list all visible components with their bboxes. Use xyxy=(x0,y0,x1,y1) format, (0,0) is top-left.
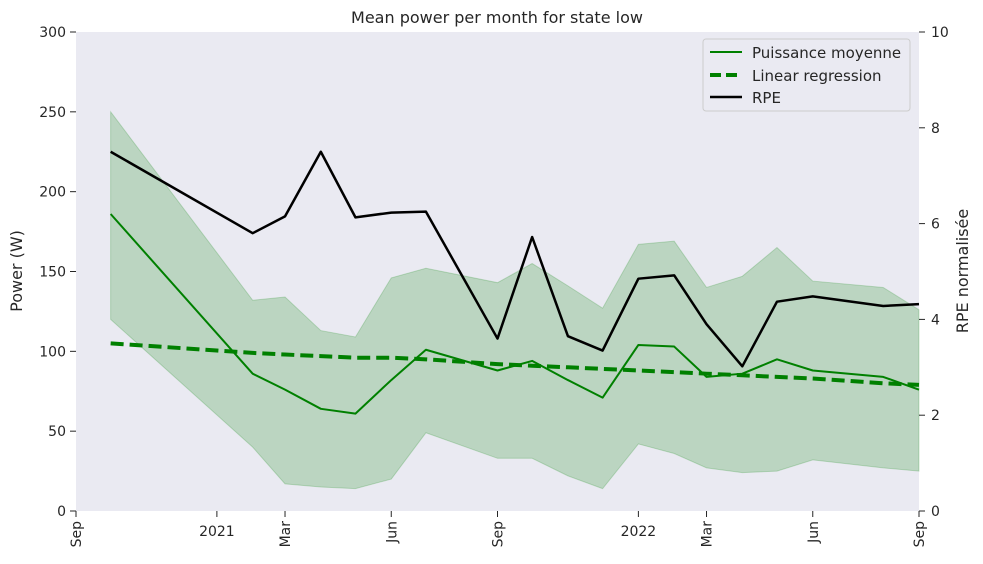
legend-label-power: Puissance moyenne xyxy=(752,44,901,62)
x-tick-label: 2022 xyxy=(621,524,657,540)
y2-tick-label: 6 xyxy=(931,217,940,233)
axis-ticks-layer: 0 50 100 150 200 250 300 0 2 4 6 8 10 Sep 2021 Mar Jun Se… xyxy=(39,25,949,547)
y-tick-label: 200 xyxy=(39,185,66,201)
power-range-band xyxy=(110,110,920,490)
y-axis-label: Power (W) xyxy=(7,230,26,312)
chart-title: Mean power per month for state low xyxy=(351,8,643,27)
x-tick-label: Jun xyxy=(806,521,822,544)
y2-tick-label: 4 xyxy=(931,312,940,328)
y-tick-label: 250 xyxy=(39,105,66,121)
y-tick-label: 100 xyxy=(39,344,66,360)
x-tick-label: 2021 xyxy=(199,524,235,540)
y2-axis-label: RPE normalisée xyxy=(953,209,972,334)
y-tick-label: 50 xyxy=(48,424,66,440)
legend-box xyxy=(702,38,911,112)
power-mean-line xyxy=(109,213,920,415)
y-tick-label: 0 xyxy=(57,504,66,520)
y-tick-label: 300 xyxy=(39,25,66,41)
y2-tick-label: 8 xyxy=(931,121,940,137)
plot-area-background xyxy=(76,32,919,511)
x-tick-label: Sep xyxy=(69,521,85,548)
series-layer xyxy=(109,150,920,415)
legend-label-rpe: RPE xyxy=(752,89,781,107)
legend-label-regression: Linear regression xyxy=(752,67,882,85)
x-tick-label: Sep xyxy=(491,521,507,548)
x-tick-label: Mar xyxy=(278,521,294,548)
x-tick-label: Sep xyxy=(912,521,928,548)
y-tick-label: 150 xyxy=(39,265,66,281)
y2-tick-label: 2 xyxy=(931,408,940,424)
y2-tick-label: 10 xyxy=(931,25,949,41)
regression-line xyxy=(110,341,920,387)
rpe-line xyxy=(110,150,920,368)
x-tick-label: Mar xyxy=(700,521,716,548)
x-tick-label: Jun xyxy=(384,521,400,544)
power-range-band-layer xyxy=(110,110,920,490)
y2-tick-label: 0 xyxy=(931,504,940,520)
legend: Puissance moyenne Linear regression RPE xyxy=(702,38,911,112)
